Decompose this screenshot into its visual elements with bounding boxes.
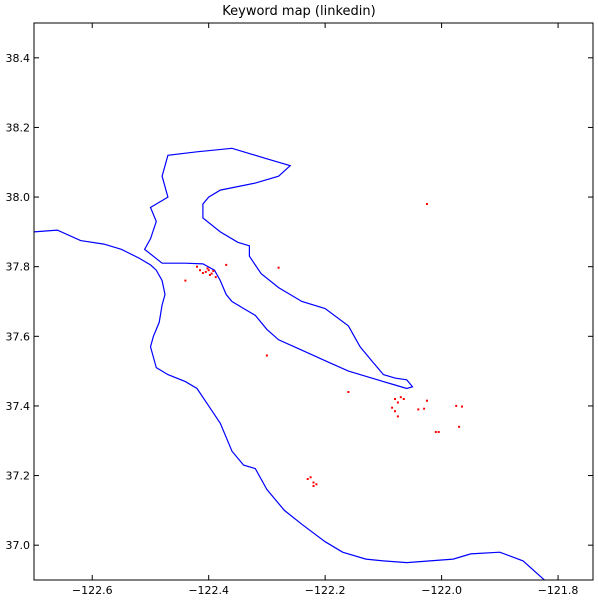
data-point [196,265,198,268]
data-point [461,405,463,408]
bay-shoreline-line [143,147,414,390]
data-point [184,279,187,282]
data-point [347,391,350,393]
y-tick-label: 37.2 [6,470,31,483]
data-point [312,481,315,484]
data-point [277,266,280,269]
data-point [204,270,207,273]
data-point [402,398,405,400]
data-point [458,425,461,428]
x-tick-label: −121.8 [538,584,579,597]
data-point [391,406,394,409]
y-tick-label: 38.0 [6,191,31,204]
y-tick-label: 37.6 [6,330,31,343]
plot-frame [33,22,594,581]
x-tick-label: −122.6 [72,584,113,597]
data-point [210,272,213,275]
data-point [208,274,211,276]
data-point [399,396,402,399]
data-point [315,483,318,486]
y-tick-label: 37.4 [6,400,31,413]
y-tick-label: 37.0 [6,539,31,552]
y-tick-label: 38.4 [6,52,31,65]
x-tick-label: −122.4 [188,584,229,597]
data-point [394,398,396,400]
data-point [214,276,217,279]
y-tick-label: 37.8 [6,261,31,274]
data-point [434,431,437,433]
data-point [225,263,228,266]
data-point [312,485,315,487]
data-point [394,410,396,413]
x-tick-label: −122.2 [305,584,346,597]
data-point [212,269,215,272]
y-tick-label: 38.2 [6,121,31,134]
data-point [207,269,210,272]
data-point [396,401,399,404]
data-point [206,267,209,270]
x-tick-label: −122.0 [421,584,462,597]
data-point [199,269,201,272]
data-point [426,399,428,402]
data-point [423,407,426,410]
data-point [455,404,458,407]
chart-title: Keyword map (linkedin) [222,4,376,19]
data-point [426,203,428,205]
data-point [306,478,309,480]
data-point [437,431,440,433]
data-point [417,408,420,411]
data-point [396,415,399,418]
data-point [201,272,204,274]
data-point [265,354,268,357]
data-point [309,476,312,479]
coastline-line [34,229,546,580]
